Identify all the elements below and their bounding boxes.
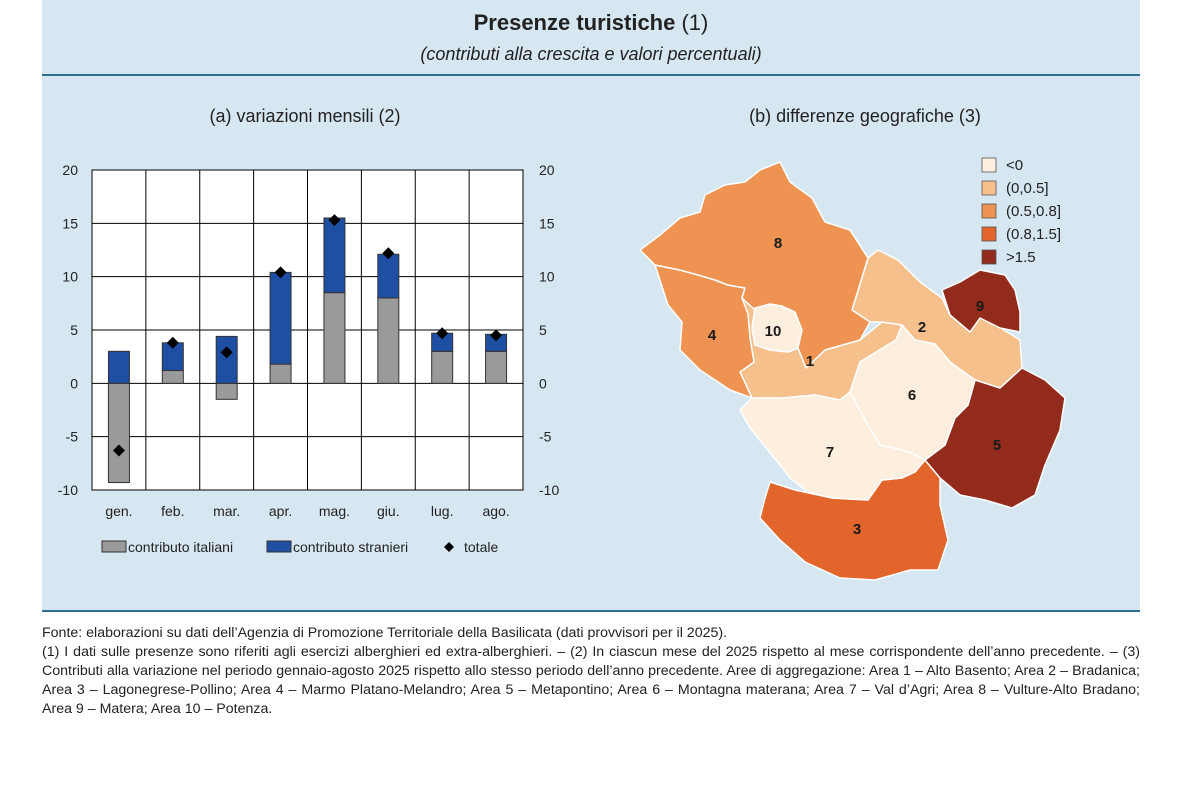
y-tick-label-left: 5 bbox=[70, 322, 78, 338]
figure-header: Presenze turistiche (1) (contributi alla… bbox=[42, 0, 1140, 76]
figure-title: Presenze turistiche (1) bbox=[473, 10, 709, 35]
map-area-label: 8 bbox=[774, 235, 782, 252]
bar-italiani bbox=[269, 363, 292, 384]
legend-label: (0.8,1.5] bbox=[1006, 226, 1061, 243]
x-tick-label: apr. bbox=[269, 503, 292, 519]
legend-swatch bbox=[981, 180, 997, 196]
y-tick-label-right: 5 bbox=[539, 322, 547, 338]
total-marker bbox=[112, 444, 125, 457]
total-marker bbox=[382, 247, 395, 260]
source-note: Fonte: elaborazioni su dati dell’Agenzia… bbox=[42, 625, 728, 641]
x-tick-label: mar. bbox=[213, 503, 240, 519]
legend-swatch bbox=[981, 249, 997, 265]
y-tick-label-left: 20 bbox=[62, 162, 78, 178]
map-area-label: 1 bbox=[806, 353, 814, 370]
figure-subtitle: (contributi alla crescita e valori perce… bbox=[420, 44, 762, 64]
total-marker bbox=[436, 327, 449, 340]
figure-notes: Fonte: elaborazioni su dati dell’Agenzia… bbox=[42, 624, 1140, 719]
bar-italiani bbox=[485, 350, 508, 384]
total-marker bbox=[220, 346, 233, 359]
x-tick-label: gen. bbox=[105, 503, 132, 519]
x-tick-label: giu. bbox=[377, 503, 400, 519]
choropleth-map: 1 2 3 4 5 6 7 8 9 10 <0 (0,0.5] (0.5,0.8] (0.8,1.5] >1… bbox=[639, 157, 1066, 581]
legend-label: (0,0.5] bbox=[1006, 180, 1049, 197]
y-tick-label-left: 0 bbox=[70, 375, 78, 391]
map-area-label: 9 bbox=[976, 298, 984, 315]
footnotes: (1) I dati sulle presenze sono riferiti … bbox=[42, 644, 1140, 717]
legend-totale-label: totale bbox=[464, 539, 498, 555]
legend-label: (0.5,0.8] bbox=[1006, 203, 1061, 220]
legend-label: <0 bbox=[1006, 157, 1023, 174]
bar-stranieri bbox=[107, 350, 130, 384]
bar-stranieri bbox=[215, 335, 238, 384]
y-tick-label-right: -5 bbox=[539, 429, 552, 445]
x-tick-label: lug. bbox=[431, 503, 454, 519]
bar-italiani bbox=[377, 297, 400, 384]
x-tick-label: ago. bbox=[482, 503, 509, 519]
legend-totale-swatch bbox=[444, 542, 454, 552]
y-tick-label-left: 10 bbox=[62, 269, 78, 285]
chart-a-title: (a) variazioni mensili (2) bbox=[209, 106, 401, 126]
total-marker bbox=[274, 266, 287, 279]
y-tick-label-right: 0 bbox=[539, 375, 547, 391]
legend-label: >1.5 bbox=[1006, 249, 1036, 266]
map-area-label: 4 bbox=[708, 327, 717, 344]
x-tick-label: mag. bbox=[319, 503, 350, 519]
total-marker bbox=[328, 214, 341, 227]
y-tick-label-right: 20 bbox=[539, 162, 555, 178]
y-tick-label-left: -5 bbox=[66, 429, 79, 445]
legend-swatch bbox=[981, 157, 997, 173]
y-tick-label-left: 15 bbox=[62, 215, 78, 231]
bar-italiani bbox=[107, 382, 130, 484]
y-tick-label-left: -10 bbox=[58, 482, 78, 498]
map-area-label: 3 bbox=[853, 521, 861, 538]
legend-italiani-swatch bbox=[101, 540, 127, 553]
bar-stranieri bbox=[377, 253, 400, 299]
bar-italiani bbox=[161, 370, 184, 384]
map-area-label: 10 bbox=[765, 323, 782, 340]
map-area-6 bbox=[849, 324, 976, 461]
legend-stranieri-label: contributo stranieri bbox=[293, 539, 408, 555]
map-area-label: 6 bbox=[908, 387, 916, 404]
y-tick-label-right: -10 bbox=[539, 482, 559, 498]
map-area-7 bbox=[739, 391, 926, 501]
map-area-10 bbox=[751, 303, 803, 353]
legend-italiani-label: contributo italiani bbox=[128, 539, 233, 555]
legend-stranieri-swatch bbox=[266, 540, 292, 553]
total-marker bbox=[490, 329, 503, 342]
bar-chart: -10 -10 -5 -5 0 0 5 5 10 10 15 15 20 20 gen. feb. mar. ap… bbox=[58, 162, 560, 555]
x-tick-label: feb. bbox=[161, 503, 184, 519]
total-marker bbox=[166, 336, 179, 349]
map-area-label: 7 bbox=[826, 444, 834, 461]
y-tick-label-right: 15 bbox=[539, 215, 555, 231]
bar-stranieri bbox=[323, 217, 346, 294]
bar-italiani bbox=[431, 350, 454, 384]
bar-italiani bbox=[215, 382, 238, 400]
map-area-label: 5 bbox=[993, 437, 1001, 454]
legend-swatch bbox=[981, 226, 997, 242]
map-area-9 bbox=[941, 269, 1021, 333]
y-tick-label-right: 10 bbox=[539, 269, 555, 285]
bar-italiani bbox=[323, 292, 346, 384]
chart-b-title: (b) differenze geografiche (3) bbox=[749, 106, 981, 126]
legend-swatch bbox=[981, 203, 997, 219]
map-area-label: 2 bbox=[918, 319, 926, 336]
header-divider bbox=[42, 74, 1140, 76]
footer-divider bbox=[42, 610, 1140, 612]
bar-stranieri bbox=[269, 271, 292, 365]
